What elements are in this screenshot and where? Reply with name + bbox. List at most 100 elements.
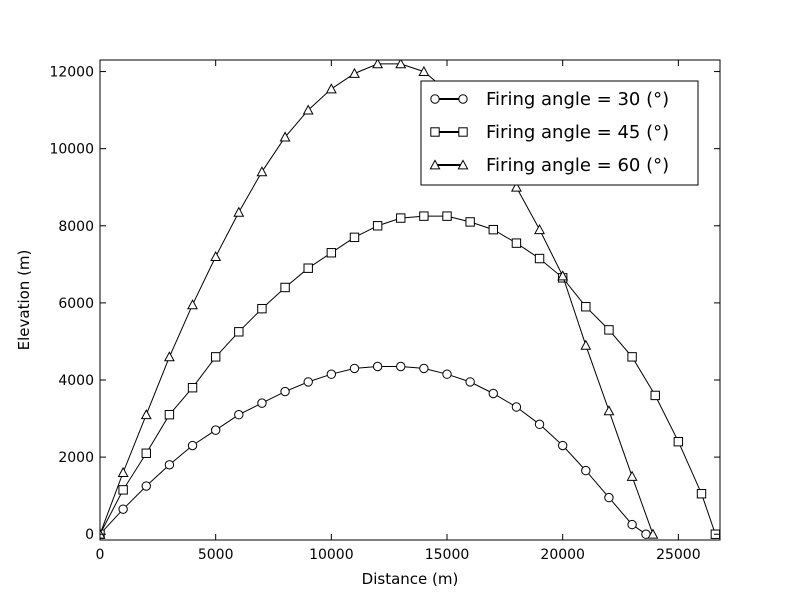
data-point <box>325 83 337 94</box>
data-point <box>117 466 129 477</box>
y-tick-label: 4000 <box>58 373 94 389</box>
axis-ticks: 0 5000 10000 15000 20000 25000 0 2000 4000 6000 80… <box>49 60 720 563</box>
data-point <box>419 211 429 221</box>
legend-label: Firing angle = 30 (°) <box>486 89 669 110</box>
data-point <box>302 104 314 115</box>
y-tick-label: 2000 <box>58 450 94 466</box>
x-tick-label: 25000 <box>656 547 701 563</box>
data-point <box>419 363 429 374</box>
data-point <box>118 504 128 514</box>
data-point <box>349 67 360 78</box>
series-square <box>100 211 720 539</box>
legend-item: Firing angle = 45 (°) <box>430 122 669 143</box>
data-point <box>488 224 498 235</box>
data-point <box>557 440 568 451</box>
data-point <box>510 181 522 192</box>
data-point <box>534 223 546 235</box>
plot-frame <box>99 59 721 541</box>
data-point <box>326 248 337 258</box>
data-point <box>280 282 290 293</box>
data-point <box>256 166 268 177</box>
data-point <box>534 419 545 430</box>
data-point <box>581 465 591 476</box>
data-point <box>372 361 383 372</box>
data-point <box>372 60 384 69</box>
data-point <box>488 388 498 399</box>
y-tick-label: 0 <box>85 527 94 543</box>
data-point <box>187 383 198 393</box>
legend-marker-square <box>430 127 440 137</box>
legend-label: Firing angle = 45 (°) <box>486 122 669 143</box>
legend-label: Firing angle = 60 (°) <box>486 155 669 176</box>
data-point <box>603 405 615 416</box>
data-point <box>118 485 128 495</box>
data-point <box>140 409 152 420</box>
data-point <box>647 528 659 539</box>
y-axis-label: Elevation (m) <box>15 250 33 351</box>
y-tick-label: 12000 <box>49 65 94 81</box>
data-point <box>141 448 151 458</box>
data-point <box>234 327 244 337</box>
series-circle <box>100 361 651 539</box>
data-point <box>511 402 522 412</box>
data-point <box>187 299 198 310</box>
data-point <box>326 369 337 379</box>
x-tick-label: 15000 <box>425 547 470 563</box>
data-point <box>257 303 267 314</box>
data-point <box>349 363 360 374</box>
data-point <box>465 217 475 227</box>
data-point <box>257 398 267 408</box>
data-point <box>604 492 614 503</box>
data-point <box>534 253 545 264</box>
legend: Firing angle = 30 (°) Firing angle = 45 (… <box>420 80 699 186</box>
legend-marker-square <box>458 127 468 137</box>
data-point <box>465 377 475 387</box>
data-point <box>372 221 383 231</box>
x-tick-label: 0 <box>96 547 105 563</box>
data-point <box>163 351 175 362</box>
y-tick-label: 10000 <box>49 142 94 158</box>
data-point <box>557 270 569 281</box>
legend-marker-triangle <box>429 159 441 170</box>
data-point <box>210 250 222 262</box>
data-point <box>581 302 591 312</box>
data-point <box>650 390 660 401</box>
data-point <box>511 238 522 248</box>
data-point <box>442 211 452 221</box>
data-point <box>442 369 452 379</box>
y-tick-label: 6000 <box>58 296 94 312</box>
data-point <box>210 352 221 362</box>
data-point <box>696 489 707 499</box>
data-point <box>234 409 244 420</box>
legend-item: Firing angle = 60 (°) <box>429 155 669 176</box>
x-axis-label: Distance (m) <box>362 570 459 588</box>
data-point <box>164 460 175 470</box>
data-point <box>395 60 407 69</box>
data-point <box>349 232 360 243</box>
x-tick-label: 20000 <box>540 547 585 563</box>
legend-marker-circle <box>430 94 440 104</box>
series-line <box>100 366 647 535</box>
data-point <box>233 206 245 217</box>
data-point <box>187 440 198 451</box>
data-point <box>164 409 175 420</box>
data-point <box>673 436 684 447</box>
data-point <box>418 65 430 76</box>
data-point <box>279 131 291 142</box>
data-point <box>396 361 406 372</box>
y-tick-label: 8000 <box>58 219 94 235</box>
data-point <box>396 213 406 223</box>
series-triangle <box>100 60 659 539</box>
legend-item: Firing angle = 30 (°) <box>430 89 669 110</box>
data-point <box>604 325 614 335</box>
series-line <box>100 215 716 535</box>
legend-marker-triangle <box>457 159 469 170</box>
data-point <box>280 386 290 397</box>
x-tick-label: 5000 <box>198 547 234 563</box>
x-tick-label: 10000 <box>309 547 354 563</box>
legend-marker-circle <box>458 94 468 104</box>
data-point <box>303 377 313 387</box>
data-point <box>627 352 637 362</box>
data-point <box>210 425 221 435</box>
